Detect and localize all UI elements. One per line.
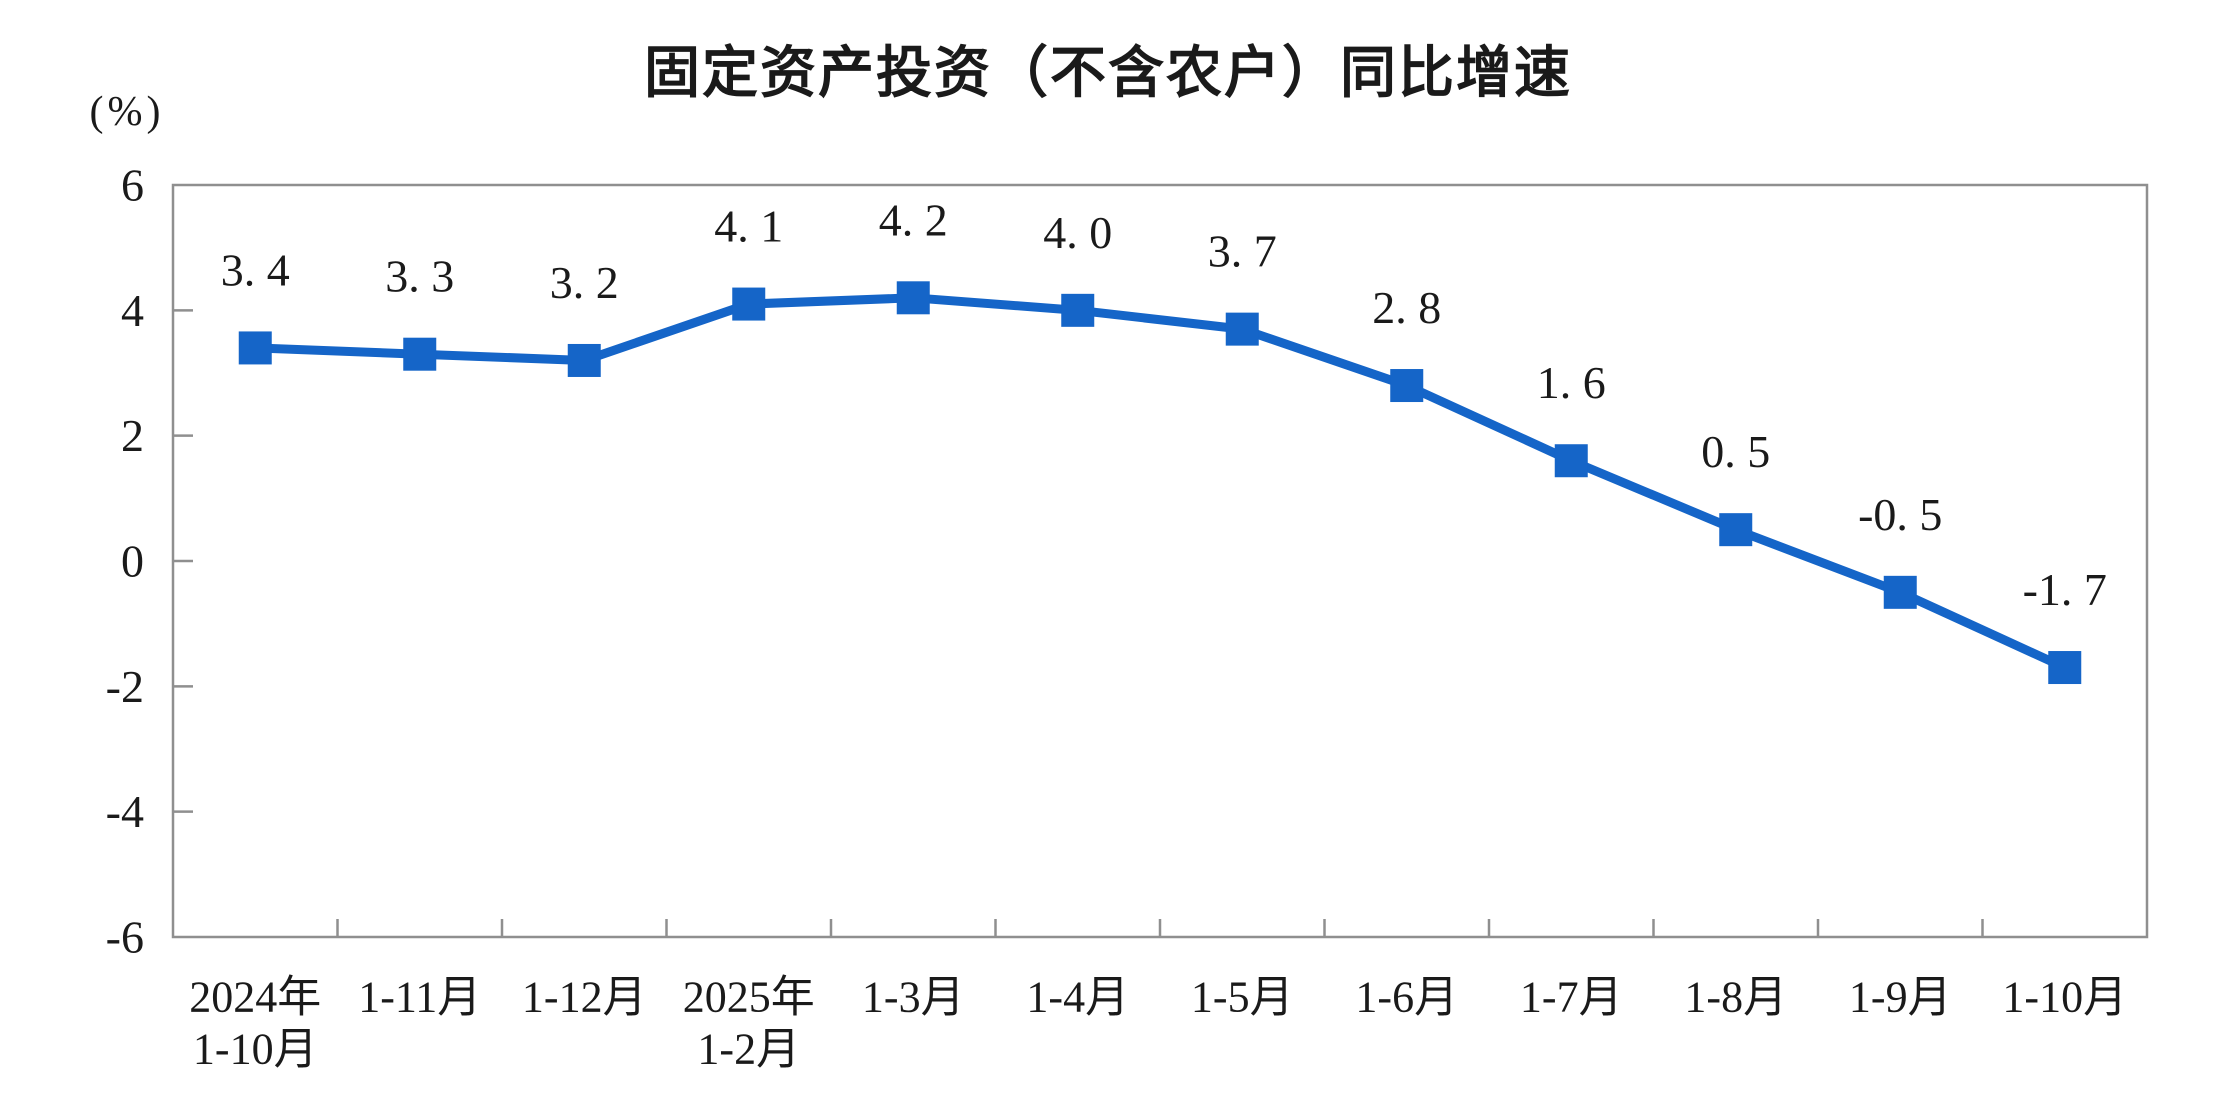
data-point-label: 2. 8 [1372,282,1441,333]
x-axis-category-label: 1-3月 [862,973,965,1022]
data-point-marker [896,281,930,315]
y-axis-tick-label: 0 [121,536,144,587]
x-axis-category-label: 1-7月 [1520,973,1623,1022]
data-point-marker [567,343,601,377]
x-axis-category-label: 1-10月 [2002,973,2127,1022]
y-axis-tick-label: 6 [121,160,144,211]
data-point-label: 3. 2 [550,257,619,308]
x-axis-category-label: 2025年 [683,973,815,1022]
data-point-label: 4. 1 [714,201,783,252]
y-axis-tick-label: 2 [121,410,144,461]
data-point-label: -1. 7 [2023,564,2107,615]
data-point-label: 0. 5 [1701,426,1770,477]
data-point-marker [1390,369,1424,403]
x-axis-category-label: 1-8月 [1684,973,1787,1022]
y-axis-tick-label: -6 [106,912,144,963]
data-line [255,293,2067,672]
data-point-marker [1883,575,1917,609]
x-axis-category-label: 1-12月 [522,973,647,1022]
data-point-label: 3. 3 [385,251,454,302]
data-point-label: -0. 5 [1858,489,1942,540]
data-point-marker [1554,444,1588,478]
plot-border [171,183,2149,939]
x-axis-category-label: 2024年 [189,973,321,1022]
data-point-label: 4. 2 [879,194,948,245]
data-point-label: 1. 6 [1537,357,1606,408]
data-point-marker [732,287,766,321]
x-axis-category-label: 1-6月 [1355,973,1458,1022]
x-axis-category-label: 1-2月 [697,1025,800,1074]
data-point-label: 3. 7 [1208,226,1277,277]
x-axis-category-label: 1-11月 [358,973,481,1022]
x-axis-category-label: 1-4月 [1026,973,1129,1022]
data-point-marker [1225,312,1259,346]
x-axis-category-label: 1-9月 [1849,973,1952,1022]
data-point-marker [1061,293,1095,327]
x-axis-category-label: 1-10月 [193,1025,318,1074]
data-point-marker [2048,651,2082,685]
data-point-marker [1719,513,1753,547]
y-axis-tick-label: -2 [106,661,144,712]
data-point-marker [403,337,437,371]
x-axis-category-label: 1-5月 [1191,973,1294,1022]
y-axis-tick-label: -4 [106,786,144,837]
data-point-marker [238,331,272,365]
chart-title: 固定资产投资（不含农户）同比增速 [644,41,1572,104]
y-axis-unit-label: (%) [89,89,165,135]
data-point-label: 3. 4 [221,244,290,295]
y-axis-tick-label: 4 [121,285,144,336]
data-point-label: 4. 0 [1043,207,1112,258]
